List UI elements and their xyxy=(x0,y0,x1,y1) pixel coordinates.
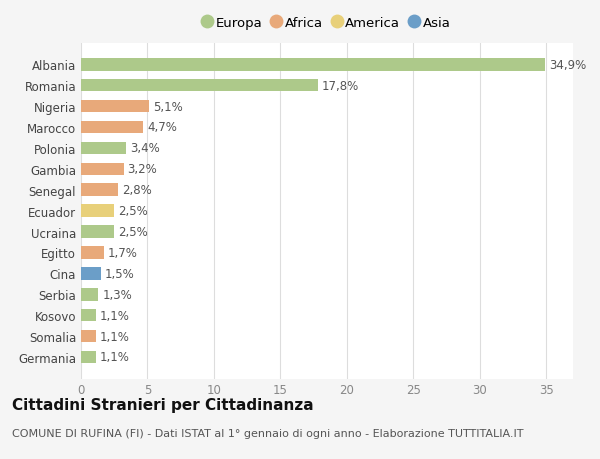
Text: 34,9%: 34,9% xyxy=(549,59,586,72)
Text: 1,1%: 1,1% xyxy=(100,330,130,343)
Bar xyxy=(81,246,104,259)
Text: 3,2%: 3,2% xyxy=(128,163,157,176)
Text: 2,8%: 2,8% xyxy=(122,184,152,197)
Text: COMUNE DI RUFINA (FI) - Dati ISTAT al 1° gennaio di ogni anno - Elaborazione TUT: COMUNE DI RUFINA (FI) - Dati ISTAT al 1°… xyxy=(12,428,523,438)
Text: 1,3%: 1,3% xyxy=(102,288,132,301)
Text: 2,5%: 2,5% xyxy=(118,205,148,218)
Text: 5,1%: 5,1% xyxy=(153,101,182,113)
Text: Cittadini Stranieri per Cittadinanza: Cittadini Stranieri per Cittadinanza xyxy=(12,397,314,412)
Bar xyxy=(81,80,317,92)
Bar xyxy=(81,205,114,218)
Bar xyxy=(81,268,101,280)
Bar xyxy=(81,122,143,134)
Bar xyxy=(81,101,149,113)
Text: 2,5%: 2,5% xyxy=(118,225,148,239)
Text: 1,1%: 1,1% xyxy=(100,351,130,364)
Bar xyxy=(81,288,98,301)
Bar xyxy=(81,330,95,342)
Bar xyxy=(81,184,118,196)
Bar xyxy=(81,163,124,176)
Text: 1,1%: 1,1% xyxy=(100,309,130,322)
Text: 4,7%: 4,7% xyxy=(148,121,178,134)
Text: 17,8%: 17,8% xyxy=(322,79,359,92)
Bar xyxy=(81,59,545,71)
Text: 1,5%: 1,5% xyxy=(105,267,134,280)
Legend: Europa, Africa, America, Asia: Europa, Africa, America, Asia xyxy=(198,11,456,36)
Text: 1,7%: 1,7% xyxy=(107,246,137,259)
Bar xyxy=(81,309,95,322)
Bar xyxy=(81,351,95,364)
Text: 3,4%: 3,4% xyxy=(130,142,160,155)
Bar xyxy=(81,226,114,238)
Bar xyxy=(81,142,126,155)
